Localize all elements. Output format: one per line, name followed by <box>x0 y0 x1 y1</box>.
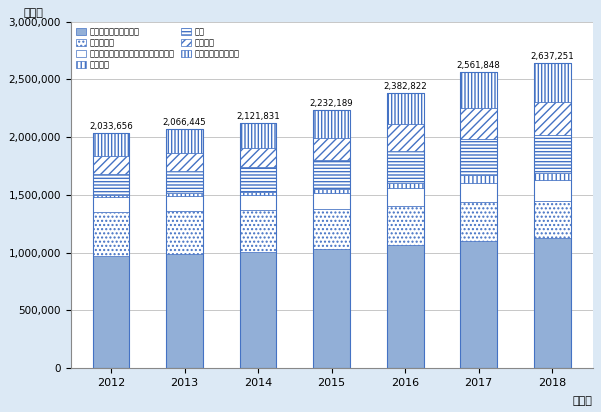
Text: 2,382,822: 2,382,822 <box>383 82 427 91</box>
Bar <box>313 110 350 138</box>
Bar <box>460 202 497 241</box>
Bar <box>460 175 497 183</box>
Bar <box>240 123 276 368</box>
Bar <box>313 209 350 249</box>
Bar <box>240 148 276 167</box>
Bar <box>534 63 570 368</box>
Bar <box>387 206 424 245</box>
Text: 2,232,189: 2,232,189 <box>310 99 353 108</box>
Bar <box>166 153 203 171</box>
Bar <box>93 195 129 197</box>
Bar <box>534 239 570 368</box>
Bar <box>240 195 276 210</box>
Bar <box>460 72 497 368</box>
Bar <box>460 241 497 368</box>
Bar <box>93 211 129 255</box>
Legend: 身分に基づく在留資格, 特別永住者, その他（家族滞在、文化活動、研修）, 特定活動, 留学, 技能実習, 専門的・技術的分野: 身分に基づく在留資格, 特別永住者, その他（家族滞在、文化活動、研修）, 特定… <box>75 26 242 71</box>
Bar <box>460 183 497 202</box>
Bar <box>313 193 350 209</box>
Text: 2,033,656: 2,033,656 <box>89 122 133 131</box>
Bar <box>534 201 570 239</box>
Bar <box>166 129 203 153</box>
Bar <box>166 171 203 193</box>
Bar <box>240 210 276 252</box>
Bar <box>387 93 424 368</box>
Bar <box>166 196 203 211</box>
Bar <box>93 156 129 174</box>
Bar <box>240 167 276 192</box>
Bar <box>166 211 203 254</box>
Bar <box>93 197 129 211</box>
Bar <box>460 108 497 139</box>
Bar <box>460 139 497 175</box>
Bar <box>166 129 203 368</box>
Bar <box>93 255 129 368</box>
Text: 2,066,445: 2,066,445 <box>163 118 206 127</box>
Bar <box>240 192 276 195</box>
Bar <box>387 124 424 151</box>
Bar <box>387 93 424 124</box>
Bar <box>93 133 129 156</box>
Bar <box>534 102 570 135</box>
Text: （人）: （人） <box>23 8 43 18</box>
Bar <box>534 173 570 180</box>
Bar <box>166 193 203 196</box>
Bar <box>534 63 570 102</box>
Bar <box>387 245 424 368</box>
Bar <box>166 254 203 368</box>
Text: 2,121,831: 2,121,831 <box>236 112 280 121</box>
Bar <box>240 252 276 368</box>
Bar <box>313 110 350 368</box>
Text: 2,637,251: 2,637,251 <box>530 52 574 61</box>
Bar <box>93 174 129 195</box>
Text: 2,561,848: 2,561,848 <box>457 61 501 70</box>
Bar <box>387 188 424 206</box>
Bar <box>387 151 424 183</box>
Bar <box>313 138 350 160</box>
Bar <box>387 183 424 188</box>
Bar <box>93 133 129 368</box>
Bar <box>240 123 276 148</box>
Bar <box>534 135 570 173</box>
Bar <box>534 180 570 201</box>
Bar <box>313 160 350 189</box>
Text: （年）: （年） <box>573 396 593 406</box>
Bar <box>313 249 350 368</box>
Bar <box>460 72 497 108</box>
Bar <box>313 189 350 193</box>
